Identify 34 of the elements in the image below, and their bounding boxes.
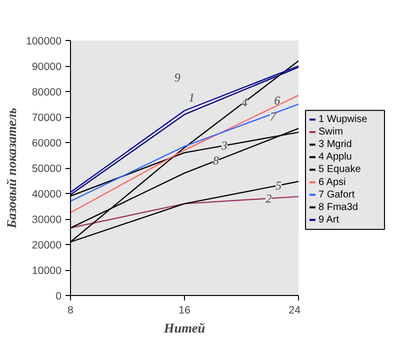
annotation: 4 xyxy=(241,95,248,110)
y-tick-label: 0 xyxy=(56,290,62,302)
legend-label: 6 Apsi xyxy=(318,176,346,188)
annotation: 1 xyxy=(188,90,195,105)
y-axis-title: Базовый показатель xyxy=(4,108,19,230)
legend-label: 1 Wupwise xyxy=(318,114,368,126)
y-tick-label: 60000 xyxy=(32,138,62,150)
x-tick-label: 16 xyxy=(178,304,190,316)
annotation: 2 xyxy=(266,192,272,206)
annotation: 8 xyxy=(212,154,219,168)
y-tick-label: 40000 xyxy=(32,188,62,200)
legend-label: Swim xyxy=(318,126,343,138)
y-tick-label: 10000 xyxy=(32,265,62,277)
legend-label: 7 Gafort xyxy=(318,189,355,200)
annotation: 9 xyxy=(174,70,180,84)
y-tick-label: 70000 xyxy=(32,112,62,124)
legend-label: 8 Fma3d xyxy=(318,202,358,213)
legend-label: 9 Art xyxy=(318,214,340,226)
legend-label: 4 Applu xyxy=(318,152,352,163)
annotation: 5 xyxy=(276,178,282,193)
legend-label: 3 Mgrid xyxy=(318,139,352,150)
x-axis-title: Нитей xyxy=(162,320,206,336)
annotation: 7 xyxy=(270,109,277,124)
y-tick-label: 50000 xyxy=(32,163,62,175)
y-tick-label: 30000 xyxy=(32,214,62,226)
legend-label: 5 Equake xyxy=(318,164,362,176)
annotation: 6 xyxy=(274,93,280,108)
x-tick-label: 24 xyxy=(288,304,301,316)
annotation: 3 xyxy=(220,138,228,153)
y-tick-label: 20000 xyxy=(32,240,62,252)
y-tick-label: 80000 xyxy=(32,86,62,98)
x-tick-label: 8 xyxy=(68,304,74,316)
y-tick-label: 90000 xyxy=(32,61,62,73)
y-tick-label: 100000 xyxy=(26,36,62,48)
